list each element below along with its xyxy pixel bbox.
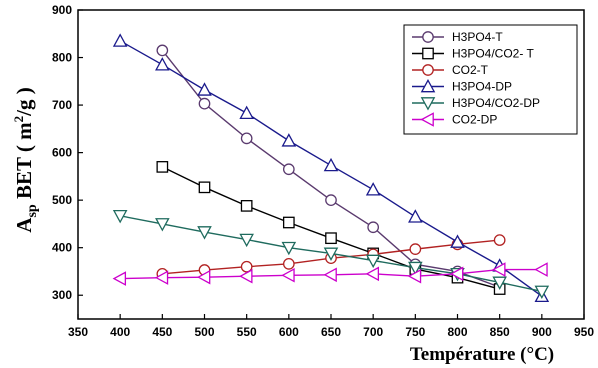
- data-point: [154, 270, 169, 285]
- data-point: [282, 258, 295, 270]
- data-point: [323, 267, 337, 283]
- legend-marker: [420, 112, 434, 127]
- data-point: [323, 247, 339, 261]
- x-axis-title: Température (°C): [410, 344, 554, 365]
- data-point: [534, 285, 550, 299]
- data-point: [239, 268, 253, 284]
- x-tick-label: 850: [490, 325, 510, 339]
- x-tick-label: 400: [110, 325, 130, 339]
- series-6: [112, 262, 548, 286]
- data-point: [492, 262, 506, 277]
- data-point: [112, 33, 128, 47]
- data-point: [281, 241, 297, 256]
- data-point: [365, 182, 381, 196]
- legend-marker: [422, 31, 434, 43]
- legend-item: H3PO4-T: [412, 30, 503, 44]
- legend-marker: [420, 78, 436, 93]
- data-point: [365, 266, 380, 282]
- data-point: [112, 209, 128, 224]
- data-point: [112, 271, 127, 286]
- data-point: [155, 57, 170, 71]
- y-tick-label: 900: [52, 3, 72, 17]
- data-point: [450, 234, 465, 248]
- series-5: [112, 209, 550, 299]
- data-point: [409, 243, 422, 255]
- data-point: [156, 161, 169, 173]
- data-point: [534, 262, 548, 277]
- data-point: [155, 218, 170, 232]
- x-tick-label: 700: [363, 325, 383, 339]
- data-point: [198, 181, 211, 194]
- y-tick-label: 800: [52, 51, 72, 65]
- y-tick-label: 300: [52, 288, 72, 302]
- data-point: [282, 163, 295, 176]
- x-tick-label: 950: [574, 325, 594, 339]
- data-point: [281, 133, 297, 147]
- data-point: [493, 234, 506, 246]
- data-point: [196, 269, 211, 285]
- x-tick-label: 550: [237, 325, 257, 339]
- data-point: [239, 105, 254, 120]
- data-point: [240, 260, 253, 273]
- data-point: [281, 267, 295, 283]
- data-point: [492, 276, 507, 290]
- legend-marker: [422, 64, 434, 76]
- legend-item: H3PO4-DP: [412, 78, 512, 94]
- data-point: [197, 82, 212, 96]
- data-point: [239, 233, 254, 248]
- data-point: [198, 97, 211, 110]
- data-point: [449, 266, 464, 282]
- y-tick-label: 400: [52, 241, 72, 255]
- data-point: [407, 268, 422, 284]
- x-tick-label: 750: [405, 325, 425, 339]
- y-tick-label: 700: [52, 98, 72, 112]
- y-axis-title: Asp BET ( m2/g ): [11, 87, 40, 232]
- axes: 350 400 450 500 550 600 650 700 750 800 850 900 950 3…: [52, 3, 594, 339]
- x-tick-label: 900: [532, 325, 552, 339]
- x-tick-label: 600: [279, 325, 299, 339]
- x-tick-label: 500: [194, 325, 214, 339]
- legend-item: H3PO4/CO2- T: [412, 47, 534, 61]
- legend-label: H3PO4-T: [452, 30, 503, 44]
- x-tick-label: 450: [152, 325, 172, 339]
- data-point: [365, 254, 381, 269]
- legend-label: H3PO4-DP: [452, 80, 512, 94]
- data-point: [408, 209, 423, 223]
- data-point: [325, 194, 337, 207]
- legend-item: CO2-DP: [412, 112, 497, 127]
- data-point: [282, 216, 295, 229]
- legend-marker: [420, 97, 436, 111]
- data-point: [325, 232, 337, 245]
- y-tick-label: 500: [52, 193, 72, 207]
- data-point: [240, 132, 253, 145]
- data-point: [367, 221, 380, 234]
- legend-label: H3PO4/CO2- T: [452, 47, 534, 61]
- data-point: [408, 261, 423, 276]
- legend-label: CO2-DP: [452, 113, 497, 127]
- legend: H3PO4-T H3PO4/CO2- T CO2-T H3PO4-DP H3PO4/CO…: [403, 24, 578, 135]
- x-tick-label: 650: [321, 325, 341, 339]
- data-point: [323, 157, 339, 172]
- y-tick-label: 600: [52, 146, 72, 160]
- legend-label: CO2-T: [452, 63, 489, 77]
- legend-label: H3PO4/CO2-DP: [452, 96, 540, 110]
- series-layer: [112, 33, 550, 303]
- data-point: [240, 200, 253, 212]
- legend-item: CO2-T: [412, 63, 489, 77]
- data-point: [197, 226, 212, 240]
- x-tick-label: 800: [447, 325, 467, 339]
- x-tick-label: 350: [68, 325, 88, 339]
- legend-marker: [422, 47, 434, 60]
- data-point: [156, 44, 169, 57]
- legend-item: H3PO4/CO2-DP: [412, 96, 540, 111]
